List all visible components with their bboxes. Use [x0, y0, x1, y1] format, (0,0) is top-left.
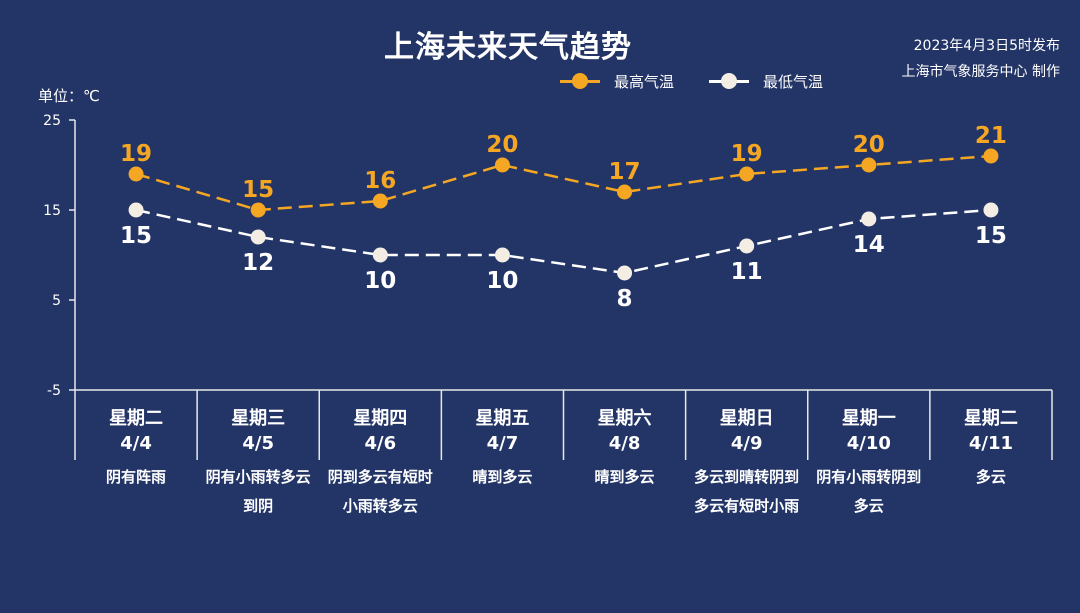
series-low-value-label: 10: [364, 268, 396, 294]
weather-description: 晴到多云: [594, 468, 655, 486]
series-low-value-label: 12: [242, 250, 274, 276]
series-low-value-label: 15: [120, 223, 152, 249]
legend-low-label: 最低气温: [763, 72, 824, 91]
series-high-point: [983, 148, 999, 164]
series-high-point: [372, 193, 388, 209]
date-label: 4/9: [730, 433, 763, 454]
weekday-label: 星期五: [475, 408, 530, 429]
unit-label: 单位：℃: [38, 87, 100, 105]
legend-low[interactable]: 最低气温: [709, 70, 823, 92]
series-high-value-label: 20: [486, 132, 518, 158]
series-low-point: [250, 229, 266, 245]
legend-high-label: 最高气温: [614, 72, 675, 91]
series-high-value-label: 17: [609, 159, 641, 185]
weather-description: 阴有小雨转阴到多云: [816, 468, 922, 515]
y-tick-label: 25: [43, 113, 61, 129]
series-low-point: [494, 247, 510, 263]
series-high-value-label: 19: [120, 141, 152, 167]
series-high-value-label: 15: [242, 177, 274, 203]
weekday-label: 星期六: [597, 408, 652, 429]
legend-low-swatch: [709, 70, 749, 92]
series-low-value-label: 8: [617, 286, 633, 312]
series-low-value-label: 10: [486, 268, 518, 294]
weather-description: 多云: [975, 468, 1006, 486]
chart-title: 上海未来天气趋势: [384, 30, 632, 65]
series-low-value-label: 14: [853, 232, 885, 258]
series-high-value-label: 20: [853, 132, 885, 158]
weather-description: 晴到多云: [472, 468, 533, 486]
series-high-value-label: 16: [364, 168, 396, 194]
date-label: 4/4: [120, 433, 152, 454]
series-high-point: [861, 157, 877, 173]
series-low-point: [739, 238, 755, 254]
weekday-label: 星期日: [719, 408, 774, 429]
series-low-line: [135, 208, 992, 275]
date-label: 4/5: [242, 433, 274, 454]
publisher: 上海市气象服务中心 制作: [901, 64, 1060, 80]
date-label: 4/10: [846, 433, 891, 454]
series-high-line: [135, 154, 992, 212]
legend-high[interactable]: 最高气温: [560, 70, 674, 92]
y-tick-label: 15: [43, 203, 61, 219]
series-low-point: [983, 202, 999, 218]
series-high-point: [739, 166, 755, 182]
series-low-value-label: 11: [731, 259, 763, 285]
series-low-point: [617, 265, 633, 281]
weekday-label: 星期三: [231, 408, 286, 429]
series-low-point: [861, 211, 877, 227]
date-label: 4/7: [486, 433, 519, 454]
series-high-point: [494, 157, 510, 173]
date-label: 4/6: [364, 433, 397, 454]
weekday-label: 星期二: [109, 408, 164, 429]
weekday-label: 星期二: [963, 408, 1018, 429]
weather-description: 阴有小雨转多云到阴: [205, 468, 311, 515]
weather-description: 阴有阵雨: [106, 468, 167, 486]
weather-description: 阴到多云有短时小雨转多云: [327, 468, 433, 515]
publish-time: 2023年4月3日5时发布: [913, 38, 1060, 54]
series-high-value-label: 21: [975, 123, 1007, 149]
y-tick-label: -5: [47, 383, 61, 399]
weekday-label: 星期四: [353, 408, 408, 429]
series-high-point: [128, 166, 144, 182]
weekday-label: 星期一: [841, 408, 896, 429]
y-tick-label: 5: [52, 293, 61, 309]
date-label: 4/8: [608, 433, 641, 454]
series-high-value-label: 19: [731, 141, 763, 167]
series-low-value-label: 15: [975, 223, 1007, 249]
series-high-point: [250, 202, 266, 218]
weather-description: 多云到晴转阴到多云有短时小雨: [694, 468, 800, 515]
series-low-point: [372, 247, 388, 263]
legend-high-swatch: [560, 70, 600, 92]
date-label: 4/11: [968, 433, 1014, 454]
series-high-point: [617, 184, 633, 200]
series-low-point: [128, 202, 144, 218]
